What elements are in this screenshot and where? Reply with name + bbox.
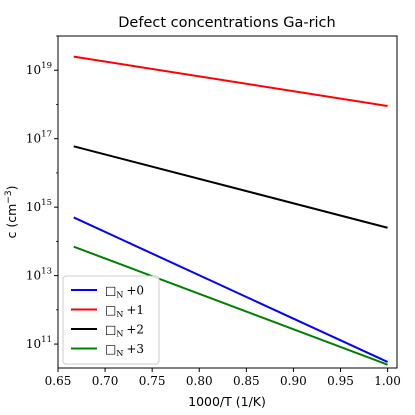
y-tick-label: 1011 [26, 335, 52, 351]
x-tick-label: 0.70 [92, 374, 119, 388]
y-tick-label: 1013 [26, 267, 52, 283]
plot-area [57, 35, 398, 369]
legend-label-4: □N +3 [105, 342, 144, 358]
x-tick-label: 0.65 [45, 374, 72, 388]
legend-label-2: □N +1 [105, 303, 144, 319]
x-tick-label: 0.75 [139, 374, 166, 388]
series-line-2 [73, 55, 388, 108]
y-tick-label: 1017 [26, 130, 52, 146]
y-tick-label: 1019 [26, 61, 52, 77]
chart-title: Defect concentrations Ga-rich [118, 15, 335, 31]
x-tick-label: 0.80 [186, 374, 213, 388]
y-tick-label: 1015 [26, 198, 52, 214]
legend-label-3: □N +2 [105, 323, 144, 339]
legend-box [62, 275, 160, 365]
x-tick-label: 1.00 [374, 374, 401, 388]
series-line-4 [73, 245, 388, 366]
x-tick-label: 0.85 [233, 374, 260, 388]
y-axis-label: c (cm−3) [4, 186, 19, 239]
legend: □N +0 □N +1 □N +2 □N +3 [62, 275, 160, 365]
x-tick-label: 0.90 [280, 374, 307, 388]
axis-ticks: 0.65 0.70 0.75 0.80 0.85 0.90 0.95 1.00 1011 1013… [26, 35, 401, 388]
x-tick-label: 0.95 [327, 374, 354, 388]
plot-frame [57, 35, 398, 369]
legend-label-1: □N +0 [105, 284, 144, 300]
series-line-1 [73, 216, 388, 363]
series-line-3 [73, 145, 388, 229]
x-axis-label: 1000/T (1/K) [188, 394, 266, 409]
